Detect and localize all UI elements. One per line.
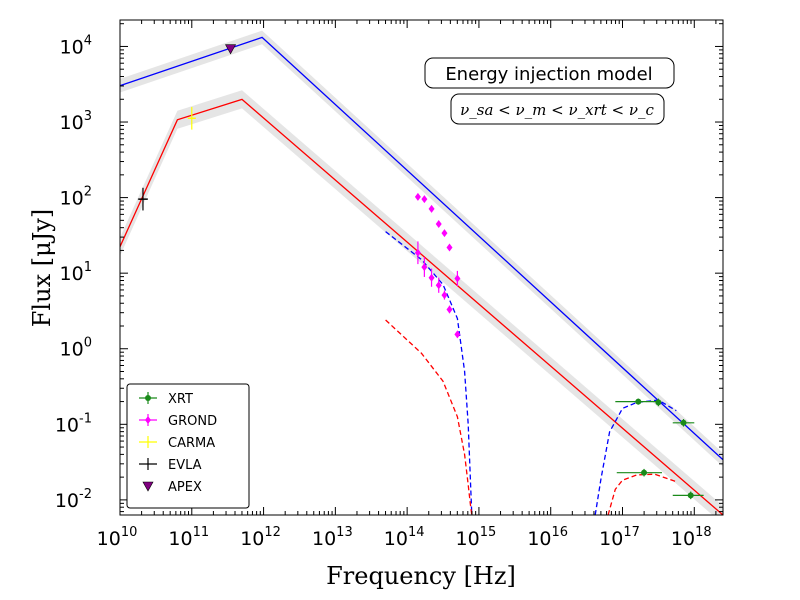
x-tick-label-18: 1018 [671, 525, 712, 550]
marker-xrt-1 [655, 399, 662, 406]
legend-marker-apex [142, 481, 154, 492]
point-evla-0 [137, 187, 148, 211]
annotation-inequality: ν_sa < ν_m < ν_xrt < ν_c [460, 101, 654, 119]
marker-grond-7 [421, 263, 428, 272]
legend-label-grond: GROND [168, 414, 217, 429]
legend-item-xrt: XRT [139, 392, 193, 407]
y-tick-label-3: 103 [60, 109, 92, 134]
marker-grond-13 [454, 330, 461, 339]
plot-frame [119, 19, 724, 516]
x-tick-label-17: 1017 [599, 525, 640, 550]
x-tick-label-10: 1010 [97, 525, 138, 550]
marker-grond-3 [435, 220, 442, 229]
axis-ticks [119, 20, 723, 515]
point-apex-0 [225, 44, 237, 55]
marker-grond-5 [446, 243, 453, 252]
point-grond-1 [421, 195, 428, 204]
point-xrt-2 [672, 419, 695, 427]
marker-grond-11 [446, 305, 453, 314]
data-points [137, 44, 704, 500]
legend-box [126, 383, 250, 509]
marker-grond-2 [428, 204, 435, 213]
point-xrt-3 [616, 468, 662, 477]
x-axis-label: Frequency [Hz] [326, 562, 516, 590]
legend-item-grond: GROND [139, 414, 217, 429]
point-grond-9 [435, 277, 442, 293]
point-grond-10 [441, 290, 448, 300]
legend-item-carma: CARMA [139, 436, 215, 451]
annotation-frequency-order: ν_sa < ν_m < ν_xrt < ν_c [450, 93, 665, 125]
line-red-absorbed-optical [385, 319, 473, 515]
point-grond-3 [435, 220, 442, 229]
legend-marker-xrt [145, 395, 151, 401]
point-grond-0 [414, 192, 421, 201]
marker-apex-0 [225, 44, 237, 55]
x-tick-label-14: 1014 [384, 525, 425, 550]
point-grond-5 [446, 243, 453, 252]
y-tick-label-0: 100 [60, 336, 92, 361]
marker-grond-6 [414, 248, 421, 257]
point-grond-2 [428, 204, 435, 213]
y-tick-label-4: 104 [60, 33, 92, 58]
legend: XRT GROND CARMA EVLA APEX [126, 383, 250, 509]
legend-label-carma: CARMA [168, 436, 215, 451]
legend-item-apex: APEX [142, 480, 202, 495]
y-tick-label-2: 102 [60, 185, 92, 210]
legend-marker-grond [145, 416, 151, 424]
x-tick-label-15: 1015 [456, 525, 497, 550]
legend-label-apex: APEX [168, 480, 202, 495]
line-blue-model [120, 36, 723, 461]
x-tick-label-16: 1016 [527, 525, 568, 550]
point-grond-8 [428, 268, 435, 287]
point-xrt-1 [655, 398, 662, 407]
marker-grond-0 [414, 192, 421, 201]
line-red-model [120, 98, 723, 515]
marker-xrt-4 [687, 492, 694, 499]
legend-item-evla: EVLA [139, 458, 202, 473]
point-carma-0 [187, 106, 196, 130]
marker-xrt-2 [680, 419, 687, 426]
y-axis-label: Flux [μJy] [28, 209, 56, 327]
point-grond-13 [454, 330, 461, 339]
marker-grond-8 [428, 273, 435, 282]
marker-grond-4 [441, 229, 448, 238]
y-tick-label--1: 10-1 [55, 411, 92, 436]
annotation-title: Energy injection model [445, 64, 652, 85]
x-tick-label-13: 1013 [312, 525, 353, 550]
x-tick-label-11: 1011 [168, 525, 209, 550]
point-grond-4 [441, 229, 448, 238]
y-tick-label-1: 101 [60, 260, 92, 285]
point-xrt-0 [615, 398, 659, 405]
line-red-absorbed-x-ray [607, 473, 677, 515]
y-tick-label--2: 10-2 [55, 487, 92, 512]
legend-label-xrt: XRT [168, 392, 193, 407]
marker-xrt-0 [635, 398, 642, 405]
marker-grond-10 [441, 291, 448, 300]
x-tick-label-12: 1012 [240, 525, 281, 550]
point-grond-7 [421, 257, 428, 277]
point-xrt-4 [672, 491, 704, 500]
marker-grond-9 [435, 281, 442, 290]
point-grond-12 [454, 270, 461, 287]
point-grond-6 [414, 241, 421, 265]
marker-grond-12 [454, 274, 461, 283]
legend-label-evla: EVLA [168, 458, 202, 473]
axis-tick-labels: 1010 1011 1012 1013 1014 1015 1016 1017 1018 10-2… [55, 33, 712, 550]
line-blue-absorbed-optical [385, 231, 473, 515]
annotation-model: Energy injection model [424, 57, 675, 89]
marker-grond-1 [421, 195, 428, 204]
marker-xrt-3 [641, 469, 648, 476]
point-grond-11 [446, 305, 453, 314]
